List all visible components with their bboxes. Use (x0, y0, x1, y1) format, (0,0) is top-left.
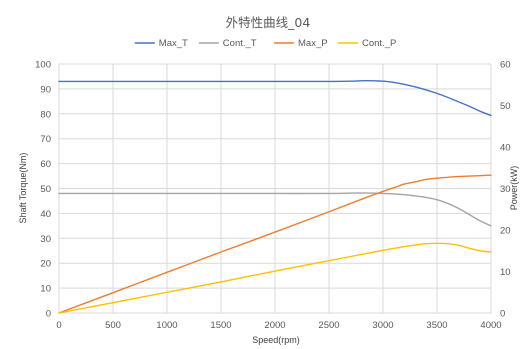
y2-tick-label: 20 (500, 226, 511, 237)
series-line-max-t (58, 79, 492, 117)
legend: Max_T Cont._T Max_P Cont._P (134, 38, 396, 49)
y-tick-label: 70 (40, 134, 51, 145)
x-tick-label: 2000 (264, 320, 285, 331)
y2-tick-label: 30 (500, 184, 511, 195)
y2-tick-label: 50 (500, 101, 511, 112)
y-tick-label: 0 (46, 309, 51, 320)
y-tick-label: 60 (40, 159, 51, 170)
y-tick-label: 100 (35, 60, 51, 71)
legend-label-max-p: Max_P (298, 38, 328, 49)
y-tick-label: 50 (40, 184, 51, 195)
series-line-cont-t (58, 192, 492, 227)
grid (58, 63, 492, 314)
y2-axis-title: Power(kW) (509, 166, 519, 211)
y2-tick-label: 40 (500, 143, 511, 154)
y-tick-label: 20 (40, 259, 51, 270)
legend-label-cont-p: Cont._P (362, 38, 396, 49)
x-tick-label: 500 (105, 320, 121, 331)
legend-label-cont-t: Cont._T (223, 38, 257, 49)
y2-tick-label: 60 (500, 60, 511, 71)
y-axis-ticks: 0 10 20 30 40 50 60 70 80 90 100 (35, 60, 51, 320)
x-tick-label: 1500 (210, 320, 231, 331)
x-tick-label: 4000 (480, 320, 501, 331)
x-axis-title: Speed(rpm) (252, 335, 300, 345)
y-axis-title: Shaft Torque(Nm) (18, 153, 28, 224)
x-axis-ticks: 0 500 1000 1500 2000 2500 3000 3500 4000 (56, 320, 501, 331)
legend-label-max-t: Max_T (159, 38, 188, 49)
y-tick-label: 10 (40, 284, 51, 295)
y2-tick-label: 10 (500, 267, 511, 278)
y-tick-label: 30 (40, 234, 51, 245)
x-tick-label: 2500 (318, 320, 339, 331)
y-tick-label: 90 (40, 84, 51, 95)
x-tick-label: 3500 (426, 320, 447, 331)
x-tick-label: 3000 (372, 320, 393, 331)
y-tick-label: 80 (40, 109, 51, 120)
series-line-max-p (58, 174, 492, 314)
series-line-cont-p (58, 242, 492, 314)
y-tick-label: 40 (40, 209, 51, 220)
series-lines (58, 79, 492, 314)
y2-axis-ticks: 0 10 20 30 40 50 60 (500, 60, 511, 320)
chart-title: 外特性曲线_04 (226, 15, 311, 30)
y2-tick-label: 0 (500, 309, 505, 320)
x-tick-label: 1000 (156, 320, 177, 331)
x-tick-label: 0 (56, 320, 61, 331)
